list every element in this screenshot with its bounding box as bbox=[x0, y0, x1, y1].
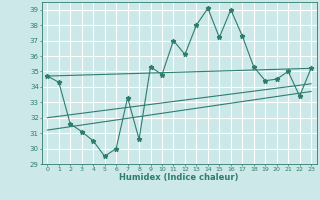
X-axis label: Humidex (Indice chaleur): Humidex (Indice chaleur) bbox=[119, 173, 239, 182]
